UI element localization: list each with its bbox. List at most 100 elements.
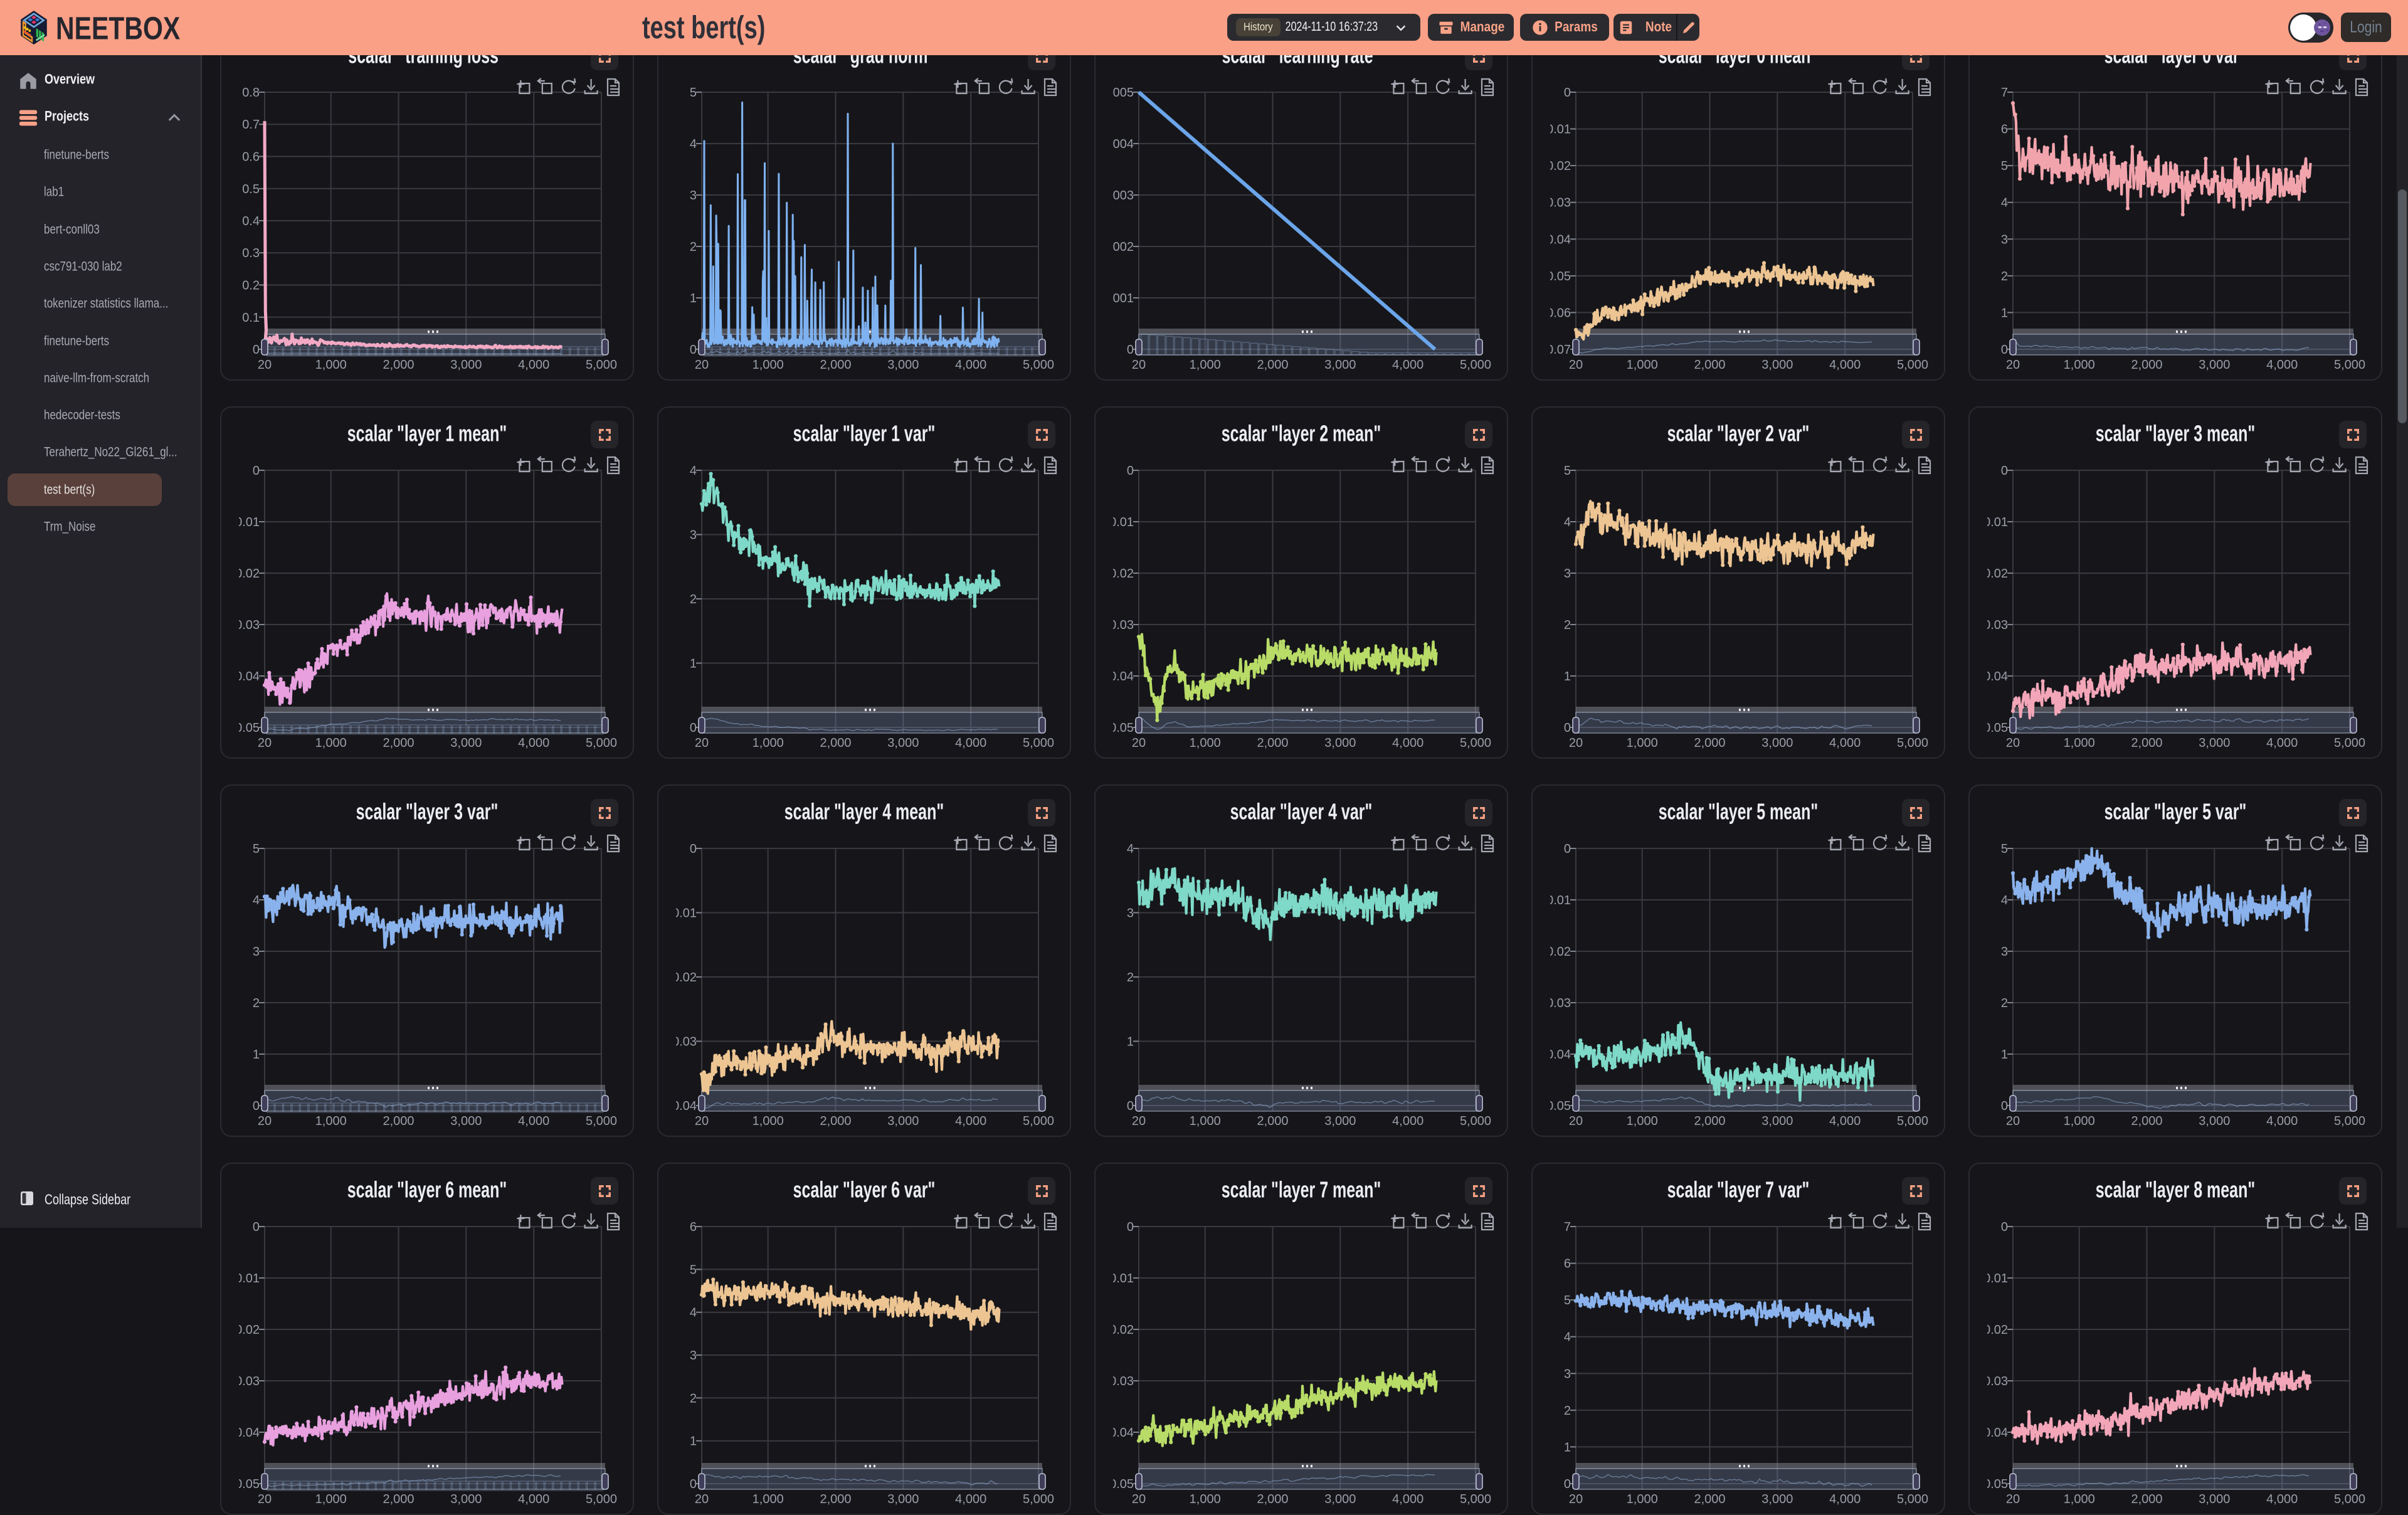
svg-text:-0.04: -0.04 bbox=[1542, 1048, 1571, 1062]
svg-text:3,000: 3,000 bbox=[2199, 1492, 2230, 1506]
svg-text:-0.03: -0.03 bbox=[668, 1035, 697, 1049]
svg-text:1,000: 1,000 bbox=[1190, 358, 1221, 372]
svg-text:4,000: 4,000 bbox=[1392, 1492, 1423, 1506]
svg-text:5,000: 5,000 bbox=[2334, 1492, 2365, 1506]
svg-text:5: 5 bbox=[1564, 1294, 1571, 1307]
svg-text:3,000: 3,000 bbox=[887, 736, 919, 750]
svg-text:0.5: 0.5 bbox=[242, 182, 260, 196]
svg-text:0: 0 bbox=[2001, 1220, 2008, 1234]
svg-text:1,000: 1,000 bbox=[1627, 1114, 1658, 1128]
svg-text:1: 1 bbox=[1127, 1035, 1134, 1049]
svg-text:3,000: 3,000 bbox=[1324, 1114, 1356, 1128]
svg-text:5: 5 bbox=[690, 86, 697, 100]
svg-text:3: 3 bbox=[2001, 233, 2008, 246]
svg-text:1,000: 1,000 bbox=[1627, 358, 1658, 372]
svg-text:1: 1 bbox=[1564, 670, 1571, 684]
svg-text:3,000: 3,000 bbox=[450, 358, 482, 372]
svg-text:1,000: 1,000 bbox=[315, 358, 347, 372]
svg-text:-0.01: -0.01 bbox=[1542, 123, 1571, 137]
svg-text:3: 3 bbox=[2001, 945, 2008, 959]
svg-text:0: 0 bbox=[690, 842, 697, 856]
svg-text:3: 3 bbox=[690, 529, 697, 542]
svg-text:2,000: 2,000 bbox=[1694, 1114, 1725, 1128]
svg-text:0: 0 bbox=[253, 343, 260, 357]
svg-text:-0.05: -0.05 bbox=[231, 1477, 260, 1491]
svg-text:1,000: 1,000 bbox=[752, 1114, 784, 1128]
svg-text:7: 7 bbox=[1564, 1220, 1571, 1234]
svg-text:5,000: 5,000 bbox=[2334, 1114, 2365, 1128]
svg-text:5,000: 5,000 bbox=[1460, 1492, 1491, 1506]
svg-text:20: 20 bbox=[1569, 358, 1583, 372]
svg-text:0.003: 0.003 bbox=[1102, 189, 1134, 203]
svg-text:0.004: 0.004 bbox=[1102, 137, 1134, 151]
svg-text:-0.04: -0.04 bbox=[1542, 233, 1571, 246]
svg-text:-0.03: -0.03 bbox=[231, 618, 260, 632]
svg-text:1: 1 bbox=[1564, 1440, 1571, 1454]
svg-text:0.3: 0.3 bbox=[242, 246, 260, 260]
svg-text:-0.01: -0.01 bbox=[1105, 515, 1134, 529]
svg-text:5: 5 bbox=[1564, 464, 1571, 478]
svg-text:0: 0 bbox=[1127, 1220, 1134, 1234]
svg-text:0: 0 bbox=[253, 1220, 260, 1234]
svg-text:2,000: 2,000 bbox=[2131, 1492, 2162, 1506]
svg-text:-0.05: -0.05 bbox=[1105, 1477, 1134, 1491]
svg-text:-0.04: -0.04 bbox=[231, 1426, 260, 1440]
svg-text:0: 0 bbox=[1564, 721, 1571, 735]
svg-text:1: 1 bbox=[253, 1048, 260, 1062]
svg-text:2: 2 bbox=[1127, 971, 1134, 984]
svg-text:2,000: 2,000 bbox=[1257, 1114, 1288, 1128]
svg-text:20: 20 bbox=[1132, 1114, 1146, 1128]
svg-text:3,000: 3,000 bbox=[2199, 1114, 2230, 1128]
svg-text:-0.01: -0.01 bbox=[668, 907, 697, 921]
svg-text:20: 20 bbox=[1569, 1492, 1583, 1506]
svg-text:5: 5 bbox=[690, 1263, 697, 1277]
svg-text:-0.03: -0.03 bbox=[1979, 618, 2008, 632]
svg-text:20: 20 bbox=[695, 736, 709, 750]
svg-text:20: 20 bbox=[2006, 1114, 2020, 1128]
svg-text:0: 0 bbox=[1127, 1099, 1134, 1113]
svg-text:-0.04: -0.04 bbox=[1979, 1426, 2008, 1440]
svg-text:1,000: 1,000 bbox=[1627, 1492, 1658, 1506]
svg-text:4: 4 bbox=[690, 137, 697, 151]
svg-text:0.005: 0.005 bbox=[1102, 86, 1134, 100]
svg-text:-0.04: -0.04 bbox=[231, 670, 260, 684]
svg-text:2,000: 2,000 bbox=[2131, 358, 2162, 372]
svg-text:0: 0 bbox=[253, 1099, 260, 1113]
svg-text:2,000: 2,000 bbox=[1257, 358, 1288, 372]
svg-text:20: 20 bbox=[258, 358, 272, 372]
svg-text:-0.07: -0.07 bbox=[1542, 343, 1571, 357]
svg-text:3,000: 3,000 bbox=[887, 358, 919, 372]
svg-text:1,000: 1,000 bbox=[1190, 736, 1221, 750]
svg-text:2,000: 2,000 bbox=[383, 1492, 414, 1506]
svg-text:-0.05: -0.05 bbox=[231, 721, 260, 735]
svg-text:20: 20 bbox=[1132, 358, 1146, 372]
svg-text:2,000: 2,000 bbox=[1694, 736, 1725, 750]
svg-text:0.8: 0.8 bbox=[242, 86, 260, 100]
svg-text:4: 4 bbox=[1127, 842, 1134, 856]
svg-text:20: 20 bbox=[695, 1492, 709, 1506]
svg-text:2,000: 2,000 bbox=[820, 736, 851, 750]
svg-text:-0.04: -0.04 bbox=[668, 1099, 697, 1113]
svg-text:0: 0 bbox=[2001, 343, 2008, 357]
svg-text:6: 6 bbox=[2001, 123, 2008, 137]
svg-text:-0.02: -0.02 bbox=[668, 971, 697, 984]
svg-text:4,000: 4,000 bbox=[1392, 1114, 1423, 1128]
svg-text:5: 5 bbox=[2001, 159, 2008, 173]
svg-text:0.1: 0.1 bbox=[242, 311, 260, 325]
svg-text:1: 1 bbox=[690, 657, 697, 671]
svg-text:3,000: 3,000 bbox=[1761, 736, 1793, 750]
svg-text:2: 2 bbox=[253, 996, 260, 1010]
svg-text:20: 20 bbox=[695, 358, 709, 372]
svg-text:3: 3 bbox=[253, 945, 260, 959]
svg-text:-0.04: -0.04 bbox=[1979, 670, 2008, 684]
svg-text:3,000: 3,000 bbox=[2199, 736, 2230, 750]
svg-text:1,000: 1,000 bbox=[2064, 736, 2095, 750]
svg-text:1,000: 1,000 bbox=[2064, 1114, 2095, 1128]
svg-text:2,000: 2,000 bbox=[2131, 1114, 2162, 1128]
svg-text:2,000: 2,000 bbox=[2131, 736, 2162, 750]
svg-text:-0.03: -0.03 bbox=[1542, 196, 1571, 210]
svg-text:20: 20 bbox=[1569, 736, 1583, 750]
svg-text:2: 2 bbox=[1564, 618, 1571, 632]
svg-text:3,000: 3,000 bbox=[887, 1492, 919, 1506]
svg-text:-0.05: -0.05 bbox=[1542, 270, 1571, 283]
